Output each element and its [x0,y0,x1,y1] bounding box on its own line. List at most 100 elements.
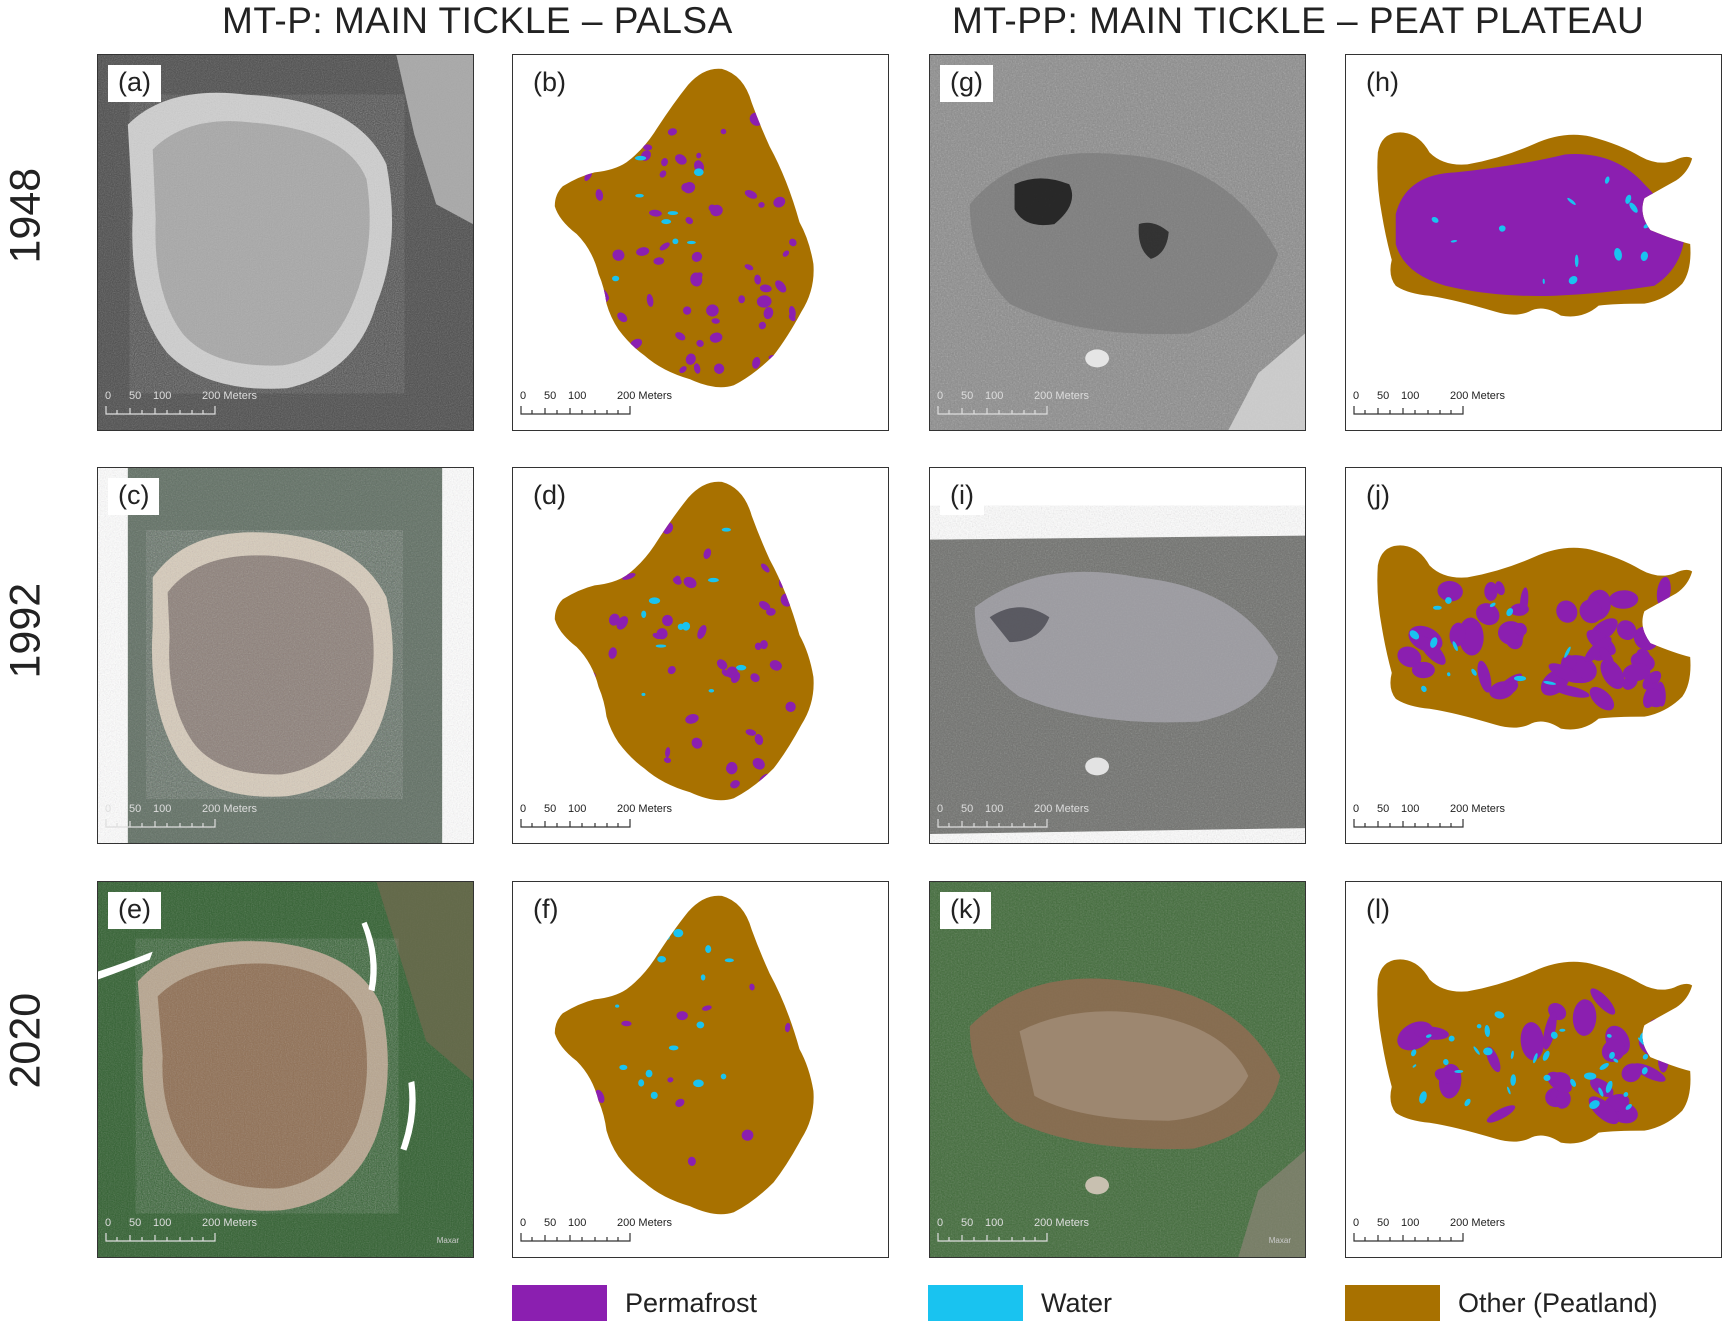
permafrost-patch [745,729,757,736]
water-patch [1419,1091,1427,1104]
water-patch [1443,1059,1449,1066]
permafrost-patch [1476,603,1500,626]
permafrost-patch [682,182,696,194]
legend-item-permafrost: Permafrost [512,1285,812,1321]
permafrost-patch [713,363,725,374]
permafrost-patch [617,312,628,323]
panel-label: (a) [108,65,161,102]
permafrost-patch [1486,1105,1516,1123]
water-patch [1598,1087,1604,1097]
water-patch [1447,672,1451,677]
water-patch [626,127,638,133]
permafrost-patch [754,274,762,285]
permafrost-patch [1519,587,1529,616]
panel-label: (f) [523,892,569,929]
permafrost-patch [667,1077,674,1083]
permafrost-patch [693,363,701,374]
permafrost-patch [1434,1068,1459,1084]
water-patch [1568,276,1578,285]
water-patch [634,155,647,161]
water-patch [1647,196,1653,203]
permafrost-patch [667,128,677,136]
permafrost-patch [642,958,648,965]
permafrost-patch [612,249,625,261]
permafrost-patch [594,776,607,788]
water-patch [1613,1058,1619,1063]
water-patch [736,664,747,671]
legend-label-other-peatland: Other (Peatland) [1458,1288,1658,1318]
panel-j-map-1992: (j) 0 50 100 200 Meters [1345,467,1722,844]
permafrost-patch [608,647,617,659]
permafrost-patch [758,321,767,330]
water-patch [1625,194,1632,204]
panel-l-map-2020: (l) 0 50 100 200 Meters [1345,881,1722,1258]
permafrost-patch [744,264,754,271]
permafrost-patch [1477,660,1492,693]
permafrost-patch [791,339,803,349]
water-patch [1542,1050,1550,1061]
permafrost-patch [599,295,609,303]
aerial-photo-peat-plateau-1948 [930,55,1305,430]
water-patch [1574,254,1579,268]
water-patch [648,597,661,605]
title-mt-pp: MT-PP: MAIN TICKLE – PEAT PLATEAU [952,0,1645,41]
permafrost-patch [697,625,707,639]
water-patch [1583,1072,1597,1080]
scale-bar: 0 50 100 200 Meters [1353,1217,1553,1245]
legend-swatch-water [928,1285,1023,1321]
permafrost-patch [1616,620,1637,640]
permafrost-patch [1458,617,1484,656]
permafrost-patch [721,669,730,677]
permafrost-patch [663,757,671,764]
permafrost-patch [1414,1026,1449,1040]
permafrost-patch [783,1167,792,1176]
permafrost-patch [608,613,620,626]
image-credit-watermark: Maxar [1268,1236,1291,1245]
permafrost-patch [785,701,796,713]
permafrost-patch [1437,580,1463,602]
peatland-area [554,895,814,1215]
aerial-photo-palsa-1992 [98,468,473,843]
permafrost-patch [1449,622,1466,647]
permafrost-patch [709,332,723,343]
scale-bar: 0 50 100 200 Meters [937,1217,1137,1245]
water-patch [724,958,734,963]
permafrost-patch [1572,999,1597,1036]
panel-label: (g) [940,65,993,102]
permafrost-patch [720,128,727,135]
panel-label: (b) [523,65,576,102]
permafrost-patch [1520,1022,1544,1061]
water-patch [614,958,620,966]
water-patch [1506,608,1514,617]
permafrost-patch [1579,599,1603,624]
permafrost-patch [706,304,719,317]
water-patch [641,692,646,697]
panel-h-map-1948: (h) 0 50 100 200 Meters [1345,54,1722,431]
permafrost-patch [786,344,793,353]
permafrost-patch [775,280,787,293]
permafrost-patch [690,272,703,287]
water-patch [645,1069,653,1078]
scale-bar: 0 50 100 200 Meters [105,1217,305,1245]
permafrost-patch [659,242,670,251]
water-patch [720,1073,727,1080]
permafrost-patch [696,152,702,159]
water-patch [708,688,715,693]
permafrost-patch [659,170,667,178]
permafrost-patch [708,204,716,212]
water-patch [1448,1035,1455,1042]
water-patch [693,1079,704,1088]
water-patch [1629,202,1638,213]
water-patch [1533,1053,1538,1064]
panel-c-photo-1992: (c) 0 50 100 200 Meters [97,467,474,844]
satellite-photo-peat-plateau-2020 [930,882,1305,1257]
water-patch [1410,1049,1417,1057]
permafrost-patch [667,665,676,675]
water-patch [1609,1051,1615,1059]
permafrost-patch [744,190,758,199]
permafrost-patch [752,356,761,369]
permafrost-patch [614,345,626,354]
permafrost-patch [783,144,794,155]
permafrost-patch [636,247,650,256]
water-patch [1507,1086,1511,1095]
